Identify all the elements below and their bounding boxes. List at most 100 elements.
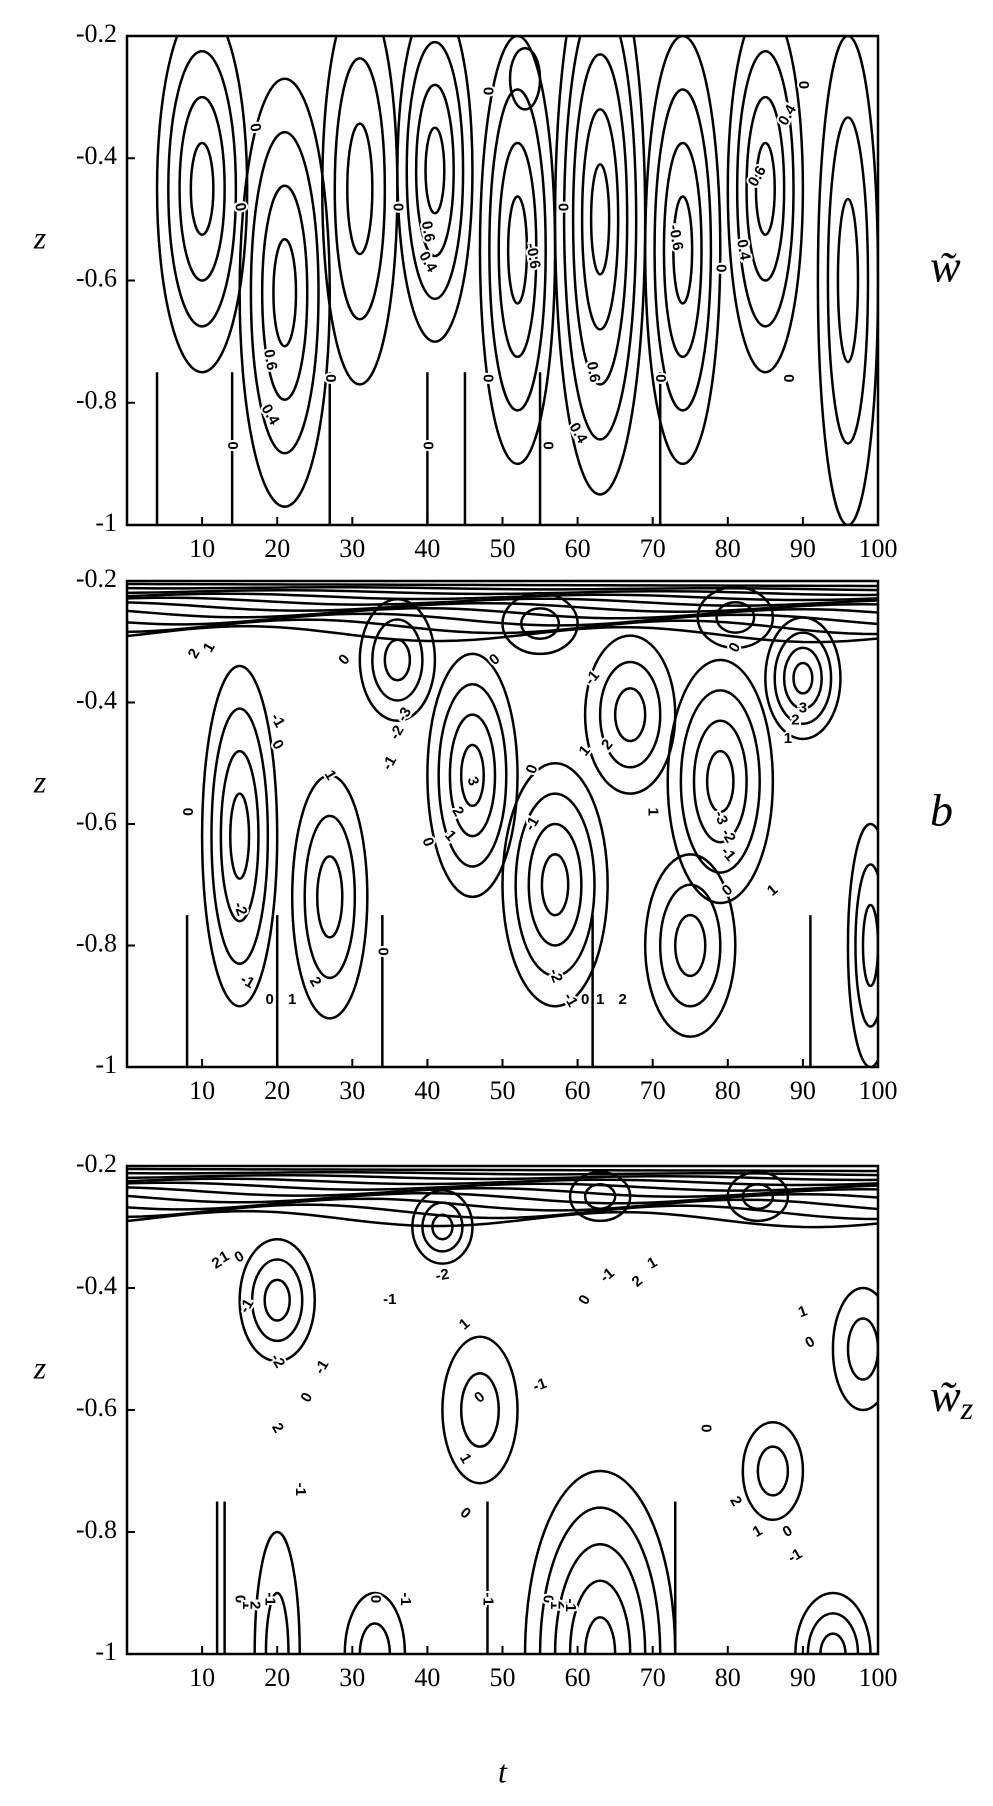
side-label: w̃z — [930, 1370, 974, 1427]
contour-label: -1 — [480, 1592, 497, 1605]
y-axis-label: z — [33, 1349, 47, 1385]
contour-line — [127, 624, 878, 644]
x-tick-label: 30 — [339, 1076, 365, 1105]
contour-line — [705, 749, 735, 814]
x-tick-label: 30 — [339, 1663, 365, 1692]
x-tick-label: 20 — [264, 534, 290, 563]
contour-line — [508, 46, 542, 111]
contour-label: -1 — [785, 1545, 805, 1566]
contour-label: 0 — [575, 1292, 594, 1308]
contour-label: 0 — [802, 1333, 818, 1352]
x-tick-label: 50 — [490, 1663, 516, 1692]
contour-label: 0 — [224, 441, 241, 449]
plot-frame — [125, 1164, 880, 1656]
x-tick-label: 70 — [640, 1076, 666, 1105]
contour-line — [264, 1591, 290, 1654]
contour-label: 2 — [448, 804, 467, 820]
plot-frame — [125, 579, 880, 1069]
x-tick-label: 50 — [490, 534, 516, 563]
contour-label: 3 — [799, 700, 807, 717]
contour-line — [127, 1209, 878, 1229]
contour-label: -1 — [267, 710, 288, 730]
contour-line — [333, 57, 387, 321]
contour-line — [210, 707, 270, 965]
contour-line — [846, 822, 878, 1067]
contour-label: 2 — [629, 1272, 646, 1290]
contour-line — [405, 40, 465, 301]
contour-line — [127, 1203, 878, 1221]
y-tick-label: -0.8 — [76, 1515, 117, 1544]
contour-line — [831, 1286, 878, 1412]
contour-label: -2 — [386, 723, 407, 743]
contour-line — [816, 36, 878, 525]
contour-label: -1 — [397, 1592, 414, 1605]
contour-line — [568, 1579, 632, 1654]
contour-label: -1 — [597, 1265, 618, 1287]
contour-label: 1 — [200, 640, 219, 656]
contour-label: 0 — [322, 374, 339, 382]
contour-line — [127, 1197, 878, 1212]
contour-label: 2 — [555, 1601, 572, 1609]
contour-label: -1 — [237, 971, 257, 992]
contour-line — [553, 36, 647, 496]
x-tick-label: 30 — [339, 534, 365, 563]
contour-line — [316, 855, 344, 939]
side-label-sub: z — [960, 1391, 974, 1427]
contour-label: -1 — [562, 1599, 579, 1612]
contour-line — [673, 913, 707, 978]
contour-label: 0 — [232, 1595, 249, 1603]
contour-line — [263, 1278, 291, 1322]
contour-label: 0 — [523, 762, 542, 776]
contour-line — [756, 1445, 790, 1497]
y-tick-label: -1 — [95, 1637, 117, 1666]
contour-label: 0 — [697, 1424, 714, 1432]
contour-label: -2 — [267, 1351, 288, 1371]
contour-line — [127, 585, 878, 592]
contour-label: 0 — [480, 87, 497, 95]
x-tick-label: 40 — [414, 534, 440, 563]
contour-line — [358, 1622, 392, 1654]
contour-line — [488, 88, 547, 412]
contour-line — [754, 141, 776, 236]
contour-line — [836, 197, 860, 364]
x-tick-label: 20 — [264, 1076, 290, 1105]
contour-line — [448, 713, 497, 838]
contour-line — [127, 618, 878, 636]
contour-label: 2 — [306, 974, 325, 990]
contour-label: -2 — [434, 1266, 450, 1285]
contour-line — [229, 792, 251, 880]
contour-label: 0 — [418, 835, 437, 849]
contour-label: 0 — [540, 441, 557, 449]
contour-line — [303, 814, 357, 980]
y-tick-label: -0.2 — [76, 19, 117, 48]
contour-label: 0.6 — [418, 220, 438, 243]
contour-line — [127, 606, 878, 620]
contour-line — [127, 588, 878, 597]
contour-line — [846, 1317, 878, 1381]
contour-label: 0 — [712, 264, 729, 272]
x-tick-label: 10 — [189, 534, 215, 563]
contour-line — [562, 36, 638, 441]
contour-line — [250, 1258, 304, 1343]
contour-line — [127, 1191, 878, 1205]
contour-line — [726, 36, 805, 374]
contour-line — [782, 646, 823, 710]
contour-label: 2 — [247, 1601, 264, 1609]
contour-line — [653, 88, 713, 412]
y-tick-label: -0.4 — [76, 141, 117, 170]
contour-label: 1 — [764, 881, 781, 899]
contour-label: 1 — [456, 1451, 475, 1467]
contour-line — [514, 792, 596, 978]
contour-line — [424, 126, 446, 215]
contour-line — [127, 1167, 878, 1173]
contour-label: 3 — [464, 774, 483, 788]
contour-line — [155, 36, 249, 374]
contour-line — [371, 618, 424, 702]
contour-line — [219, 749, 260, 923]
contour-label: 0 — [297, 1390, 316, 1406]
contour-line — [383, 638, 412, 682]
contour-line — [127, 1177, 878, 1187]
contour-line — [272, 237, 298, 348]
contour-line — [735, 50, 795, 328]
contour-line — [662, 141, 703, 359]
